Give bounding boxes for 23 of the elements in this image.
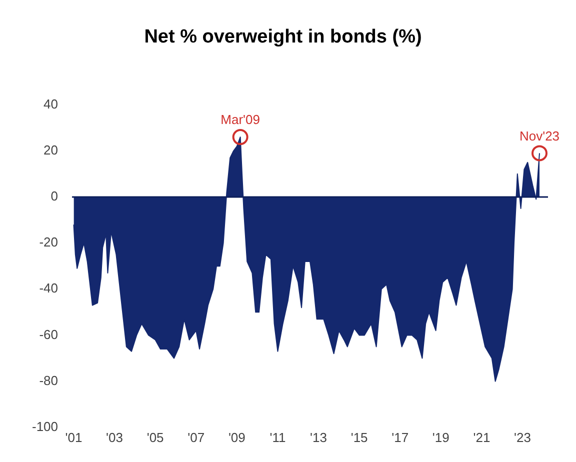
y-tick-label: 0 [50,188,58,204]
x-tick-label: '11 [270,430,286,445]
y-tick-label: -80 [39,372,58,388]
x-tick-label: '01 [65,430,82,445]
x-tick-label: '23 [514,430,531,445]
annotation: Nov'23 [519,128,560,144]
x-tick-label: '13 [310,430,327,445]
x-tick-label: '03 [106,430,123,445]
x-tick-label: '05 [146,430,164,445]
x-tick-label: '17 [392,430,409,445]
y-tick-label: -100 [32,418,58,434]
annotation: Mar'09 [220,112,260,128]
x-tick-label: '19 [432,430,450,445]
x-tick-label: '21 [473,430,490,445]
chart-title: Net % overweight in bonds (%) [144,26,422,48]
y-tick-label: 20 [44,142,58,158]
x-tick-label: '09 [228,430,246,445]
y-tick-label: -20 [39,234,58,250]
y-tick-label: -40 [39,280,58,296]
y-tick-label: 40 [44,96,58,112]
x-tick-label: '07 [188,430,205,445]
x-tick-label: '15 [350,430,368,445]
y-tick-label: -60 [39,326,58,342]
